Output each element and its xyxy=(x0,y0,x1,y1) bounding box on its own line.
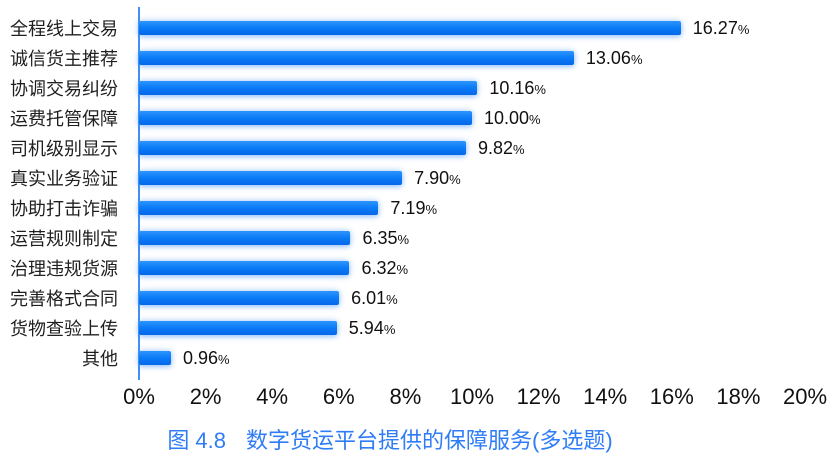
chart-row: 协调交易纠纷 10.16% xyxy=(0,73,829,103)
bar xyxy=(139,261,350,275)
chart-row: 运营规则制定 6.35% xyxy=(0,223,829,253)
bar xyxy=(139,231,351,245)
bar xyxy=(139,51,574,65)
x-tick-label: 14% xyxy=(583,384,628,409)
bar xyxy=(139,81,478,95)
value-label: 5.94% xyxy=(348,317,396,338)
bar-track: 7.90% xyxy=(139,163,829,193)
category-label: 其他 xyxy=(82,349,118,369)
chart-row: 真实业务验证 7.90% xyxy=(0,163,829,193)
category-label: 治理违规货源 xyxy=(10,259,118,279)
x-axis-tick-labels: 0% 2% 4% 6% 8% 10% 12% 14% 16% 18% 20% xyxy=(0,384,829,412)
bar xyxy=(139,291,340,305)
bar-track: 10.00% xyxy=(139,103,829,133)
category-label: 司机级别显示 xyxy=(10,139,118,159)
bar xyxy=(139,171,403,185)
chart-row: 司机级别显示 9.82% xyxy=(0,133,829,163)
bar-track: 6.01% xyxy=(139,283,829,313)
value-label: 9.82% xyxy=(478,137,525,158)
chart-row: 其他 0.96% xyxy=(0,343,829,373)
x-tick-label: 18% xyxy=(716,384,761,409)
caption-title: 数字货运平台提供的保障服务(多选题) xyxy=(246,428,613,453)
x-tick-label: 0% xyxy=(123,384,155,409)
chart-row: 运费托管保障 10.00% xyxy=(0,103,829,133)
value-label: 6.32% xyxy=(361,257,409,278)
category-label: 运费托管保障 xyxy=(10,109,118,129)
bar-track: 0.96% xyxy=(139,343,829,373)
chart-row: 完善格式合同 6.01% xyxy=(0,283,829,313)
bar xyxy=(139,201,379,215)
bar-track: 13.06% xyxy=(139,43,829,73)
category-label: 诚信货主推荐 xyxy=(10,49,118,69)
x-tick-label: 8% xyxy=(389,384,422,409)
caption-figure-number: 图 4.8 xyxy=(167,428,227,453)
x-tick-label: 20% xyxy=(782,384,828,409)
category-label: 完善格式合同 xyxy=(10,289,118,309)
y-axis-line xyxy=(138,7,140,380)
x-tick-label: 4% xyxy=(256,384,289,409)
value-label: 10.00% xyxy=(484,107,541,128)
chart-row: 治理违规货源 6.32% xyxy=(0,253,829,283)
value-label: 16.27% xyxy=(692,17,750,38)
x-tick-label: 6% xyxy=(322,384,355,409)
bar xyxy=(139,321,337,335)
bar xyxy=(139,141,466,155)
bar-track: 7.19% xyxy=(139,193,829,223)
bar-track: 16.27% xyxy=(139,13,829,43)
bar-track: 9.82% xyxy=(139,133,829,163)
bar-track: 6.32% xyxy=(139,253,829,283)
chart-row: 诚信货主推荐 13.06% xyxy=(0,43,829,73)
x-tick-label: 16% xyxy=(649,384,694,409)
bar-track: 10.16% xyxy=(139,73,829,103)
chart-row: 全程线上交易 16.27% xyxy=(0,13,829,43)
value-label: 10.16% xyxy=(489,77,546,98)
value-label: 7.90% xyxy=(414,167,461,188)
value-label: 13.06% xyxy=(585,47,643,68)
category-label: 运营规则制定 xyxy=(10,229,118,249)
category-label: 协助打击诈骗 xyxy=(10,199,118,219)
bar xyxy=(139,21,681,35)
value-label: 7.19% xyxy=(390,197,438,218)
x-tick-label: 10% xyxy=(449,384,495,409)
bar xyxy=(139,351,171,365)
category-label: 全程线上交易 xyxy=(10,19,118,39)
chart-caption: 图 4.8 数字货运平台提供的保障服务(多选题) xyxy=(0,423,780,455)
value-label: 0.96% xyxy=(182,347,230,368)
value-label: 6.35% xyxy=(362,227,410,248)
bar xyxy=(139,111,472,125)
category-label: 货物查验上传 xyxy=(10,319,118,339)
x-tick-label: 12% xyxy=(516,384,561,409)
x-tick-label: 2% xyxy=(189,384,222,409)
category-label: 真实业务验证 xyxy=(10,169,118,189)
bar-track: 5.94% xyxy=(139,313,829,343)
chart-rows: 全程线上交易 16.27% 诚信货主推荐 13.06% 协调交易纠纷 10.16% 运费托管… xyxy=(0,13,829,373)
bar-track: 6.35% xyxy=(139,223,829,253)
chart-row: 协助打击诈骗 7.19% xyxy=(0,193,829,223)
chart-row: 货物查验上传 5.94% xyxy=(0,313,829,343)
category-label: 协调交易纠纷 xyxy=(10,79,118,99)
value-label: 6.01% xyxy=(351,287,398,308)
